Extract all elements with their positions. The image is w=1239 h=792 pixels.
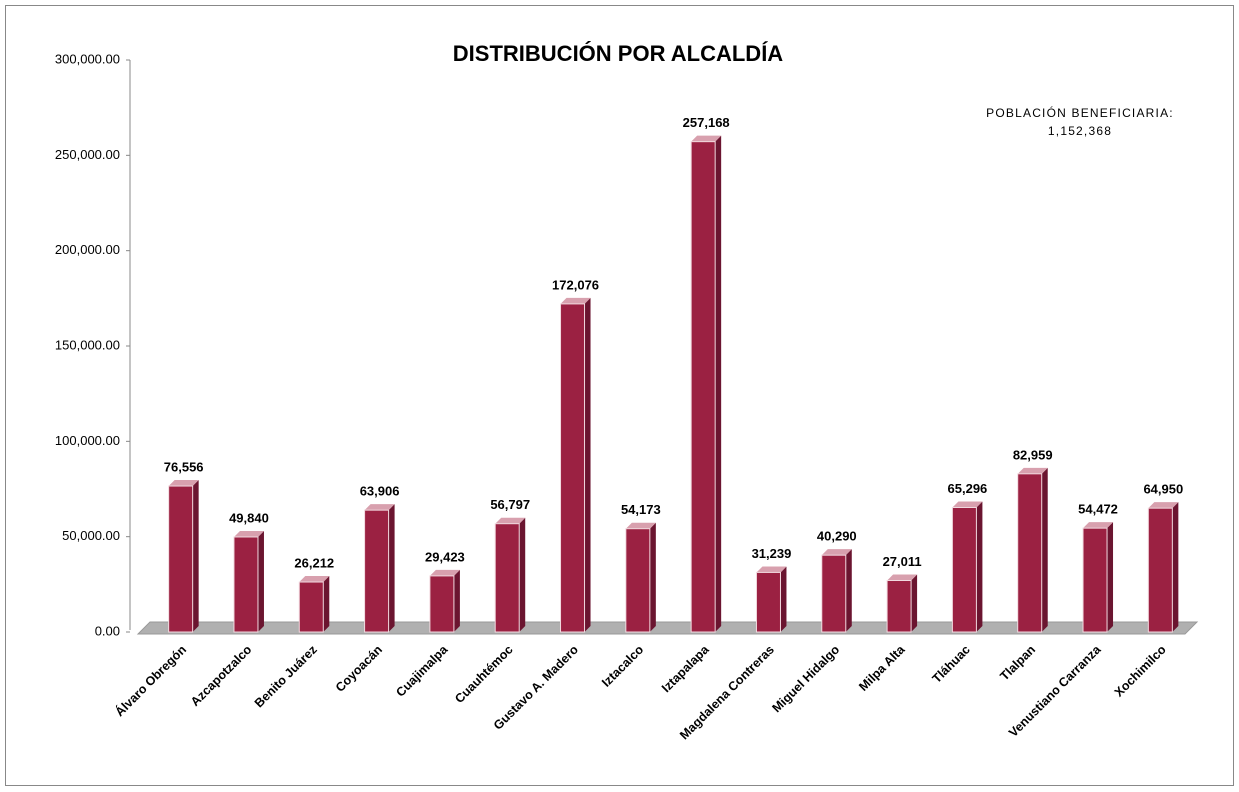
bar-front [951,507,977,633]
bar-top [952,501,983,508]
bar [755,566,787,633]
bar-front [1082,527,1108,633]
y-tick-label: 300,000.00 [55,51,120,66]
annotation: 1,152,368 [1048,124,1112,138]
y-tick-label: 0.00 [95,623,120,638]
bar [1082,522,1114,633]
bar-top [691,135,722,142]
bar [429,569,460,633]
data-label: 63,906 [360,484,400,499]
bar-side [453,569,460,632]
bar-top [1083,522,1114,529]
chart-title: DISTRIBUCIÓN POR ALCALDÍA [453,41,784,66]
bar-side [780,566,787,632]
bar [560,297,591,633]
data-label: 64,950 [1143,482,1183,497]
bar-top [1017,467,1048,474]
data-label: 172,076 [552,277,599,292]
bar-front [1017,473,1043,633]
data-label: 56,797 [490,497,530,512]
bar-front [429,575,455,633]
bar [951,501,983,633]
data-label: 76,556 [164,459,204,474]
bar [494,517,526,633]
bar-side [584,297,591,632]
bar-side [257,530,264,632]
bar-front [560,303,586,633]
bar-side [1041,467,1048,632]
data-label: 29,423 [425,549,465,564]
bar-front [298,581,324,633]
y-tick-label: 150,000.00 [55,337,120,352]
bar-front [755,571,781,633]
data-label: 40,290 [817,529,857,544]
bar-side [519,517,526,632]
bar-front [690,141,716,633]
bar-side [192,480,199,632]
bar-top [233,530,264,537]
bar-side [388,504,395,632]
bar-top [495,517,526,524]
bar-side [1172,502,1179,632]
bar-top [1148,502,1179,509]
y-tick-label: 50,000.00 [62,528,120,543]
bar [168,480,199,633]
y-tick-label: 200,000.00 [55,242,120,257]
floor [136,621,1199,635]
bar-top [168,480,199,487]
bar-front [821,554,847,633]
bar [625,522,656,633]
data-label: 31,239 [752,546,792,561]
y-tick-label: 250,000.00 [55,147,120,162]
bar-top [364,504,395,511]
bar-front [625,528,651,633]
data-label: 65,296 [948,481,988,496]
bar [298,576,330,633]
bar-top [821,549,852,556]
bar-top [299,576,330,583]
annotation: POBLACIÓN BENEFICIARIA: [986,105,1174,120]
data-label: 54,472 [1078,502,1118,517]
bar-side [845,549,852,632]
bar-side [911,574,918,632]
bar-front [1147,507,1173,633]
data-label: 257,168 [683,115,730,130]
data-label: 26,212 [294,555,334,570]
bar-front [168,485,194,633]
bar [886,574,918,633]
bar-front [233,536,259,633]
y-tick-label: 100,000.00 [55,433,120,448]
data-label: 54,173 [621,502,661,517]
bar [364,504,395,633]
bar [233,530,264,633]
bar-side [715,135,722,632]
bar-side [323,576,330,632]
data-label: 49,840 [229,510,269,525]
bar-side [649,522,656,632]
bar-top [625,522,656,529]
bar-top [429,569,460,576]
bar-side [1107,522,1114,632]
bar-side [976,501,983,632]
bar-top [887,574,918,581]
bar [1017,467,1048,633]
data-label: 27,011 [883,554,922,569]
bar-front [886,579,912,633]
bar-front [364,509,390,633]
bar-front [494,523,520,633]
chart-border [5,5,1234,786]
bar [690,135,722,633]
bar [821,549,852,633]
bar-top [560,297,591,304]
data-label: 82,959 [1013,447,1053,462]
bar-top [756,566,787,573]
bar [1147,502,1179,633]
